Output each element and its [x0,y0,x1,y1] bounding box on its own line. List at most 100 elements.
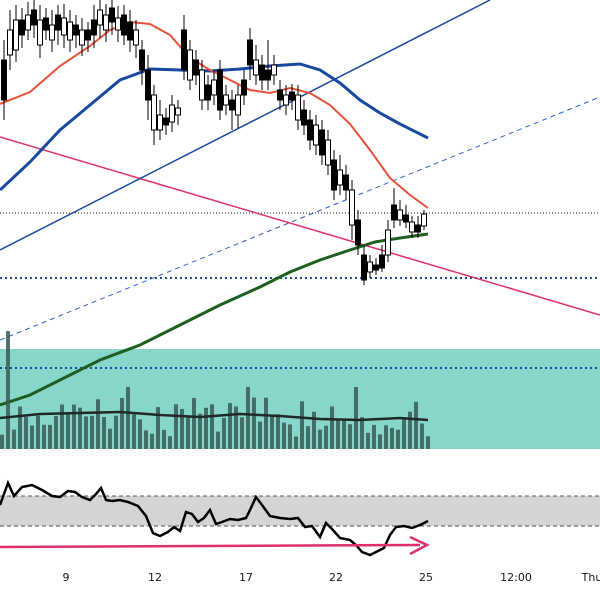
candle-body [133,29,139,46]
moving-average-long[interactable] [0,232,429,407]
volume-bar [360,417,364,449]
candle-body [367,261,373,273]
time-axis-tick-label: 25 [419,571,433,584]
volume-bar [384,425,388,449]
candle-body [37,19,43,46]
time-axis-tick-label: Thu [581,571,600,584]
candle-body [379,254,385,269]
volume-bar [372,424,376,449]
volume-average-line [0,410,429,422]
volume-bar [144,430,148,449]
volume-bar [282,422,286,449]
candle-body [325,139,331,166]
candle-body [7,29,13,56]
volume-bar [30,425,34,449]
volume-bar [228,403,232,449]
candle-body [25,14,31,31]
candle-body [265,69,271,81]
time-axis-tick-label: 17 [239,571,253,584]
volume-bar [252,397,256,449]
candle-body [205,84,211,101]
volume-bar [204,407,208,449]
volume-bar [276,414,280,449]
candle-body [415,224,421,233]
volume-bar [426,436,430,449]
candle-body [409,221,415,233]
divergence-arrow[interactable] [0,543,421,549]
candle-body [403,214,409,223]
volume-bar [42,424,46,449]
volume-bar [90,415,94,449]
candle-body [157,114,163,131]
volume-bar [48,424,52,449]
volume-series[interactable] [0,331,430,449]
candle-body [73,24,79,36]
time-axis-tick-label: 9 [62,571,70,584]
candle-body [175,107,181,116]
candle-body [259,64,265,81]
candle-body [241,79,247,96]
volume-bar [300,401,304,449]
volume-bar [186,415,190,449]
candle-body [319,129,325,156]
candle-body [355,219,361,246]
volume-bar [18,406,22,449]
moving-average-mid[interactable] [0,62,429,192]
candle-body [235,94,241,116]
candle-body [19,19,25,36]
volume-bar [6,331,10,449]
trend-line-upward-dashed[interactable] [0,96,600,341]
ema-short[interactable] [0,20,429,209]
time-axis[interactable]: 9 12 17 22 25 12:00 Thu [0,560,600,600]
candle-body [361,254,367,281]
volume-bar [246,387,250,449]
candle-body [313,124,319,146]
volume-bar [378,434,382,449]
volume-bar [264,397,268,449]
volume-bar [72,404,76,449]
volume-bar [180,408,184,449]
volume-bar [78,407,82,449]
volume-bar [420,423,424,449]
volume-bar [114,415,118,449]
candle-body [211,79,217,96]
candle-body [343,174,349,191]
candle-body [67,21,73,41]
time-axis-tick-label: 12:00 [500,571,532,584]
volume-bar [138,419,142,449]
candle-body [247,39,253,66]
candle-body [331,159,337,191]
volume-bar [198,413,202,449]
volume-bar [318,429,322,449]
candle-body [187,49,193,81]
volume-bar [270,415,274,449]
candle-body [49,24,55,41]
volume-bar [150,433,154,449]
volume-bar [408,411,412,449]
volume-bar [216,431,220,449]
volume-bar [348,424,352,449]
candle-body [295,94,301,121]
volume-bar [222,417,226,449]
candle-body [337,169,343,186]
candle-body [421,213,427,227]
volume-bar [84,416,88,449]
trend-line-upward-solid[interactable] [0,0,491,251]
candle-body [31,9,37,26]
volume-bar [174,404,178,449]
candle-body [283,94,289,106]
candlestick-series[interactable] [1,0,427,285]
volume-bar [66,412,70,449]
volume-bar [414,401,418,449]
candle-body [217,69,223,111]
trend-line-downward[interactable] [0,136,600,316]
volume-bar [336,419,340,449]
candle-body [223,94,229,106]
candle-body [349,189,355,226]
candle-body [271,64,277,76]
volume-bar [102,417,106,449]
volume-bar [96,399,100,449]
volume-bar [210,404,214,449]
candle-body [169,104,175,123]
